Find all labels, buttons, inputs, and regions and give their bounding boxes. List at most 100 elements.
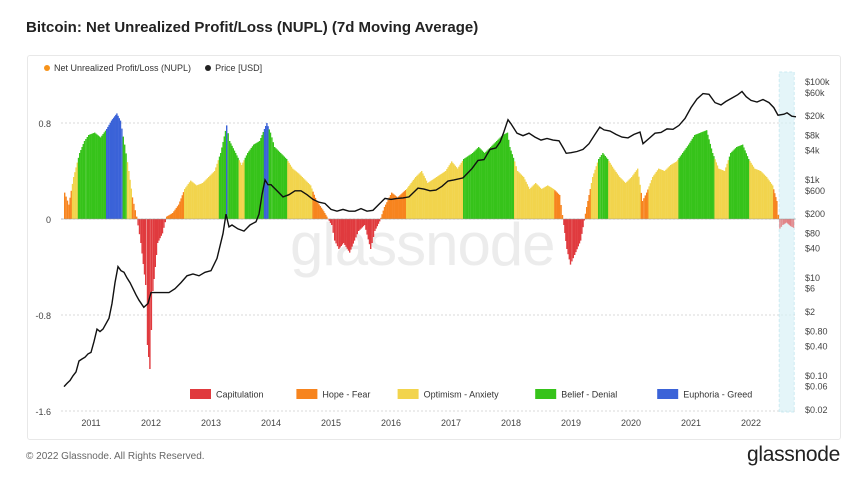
nupl-bar [197, 184, 199, 219]
nupl-bar [245, 155, 248, 219]
zone-legend-item[interactable]: Hope - Fear [296, 389, 370, 400]
nupl-bar [206, 178, 209, 219]
nupl-bar [469, 154, 471, 219]
nupl-bar [319, 206, 321, 219]
nupl-bar [689, 142, 691, 219]
nupl-bar [66, 200, 69, 219]
nupl-bar [727, 160, 729, 219]
nupl-bar [536, 184, 538, 219]
nupl-bar [640, 192, 642, 219]
nupl-bar [215, 167, 217, 219]
nupl-bar [726, 163, 728, 219]
zone-swatch [190, 389, 211, 399]
zone-legend-item[interactable]: Optimism - Anxiety [397, 389, 500, 400]
nupl-bar [602, 153, 604, 219]
nupl-bar [779, 219, 781, 229]
nupl-bar [100, 137, 102, 219]
nupl-bar [340, 219, 342, 246]
x-tick-label: 2018 [501, 418, 521, 428]
nupl-bar [422, 173, 424, 219]
nupl-bar [756, 169, 758, 219]
nupl-bar [338, 219, 340, 249]
nupl-bar [187, 183, 189, 219]
legend-item-price[interactable]: Price [USD] [205, 63, 262, 73]
legend-item-nupl[interactable]: Net Unrealized Profit/Loss (NUPL) [44, 63, 191, 73]
nupl-bar [317, 202, 319, 219]
nupl-bar [200, 183, 203, 219]
y-tick-label-right: $0.80 [805, 327, 828, 337]
nupl-bar [394, 195, 396, 219]
nupl-bar [580, 219, 582, 241]
nupl-bar [716, 165, 719, 219]
nupl-bar [73, 177, 75, 219]
zone-legend-item[interactable]: Euphoria - Greed [657, 389, 752, 400]
nupl-bar [194, 184, 197, 219]
nupl-bar [431, 180, 433, 219]
nupl-bar [532, 185, 534, 219]
nupl-bar [86, 137, 88, 219]
nupl-bar [696, 134, 698, 219]
y-tick-label-right: $1k [805, 175, 820, 185]
zone-legend-item[interactable]: Belief - Denial [535, 389, 617, 400]
nupl-bar [769, 182, 771, 219]
nupl-bar [620, 178, 622, 219]
nupl-bar [680, 154, 683, 219]
nupl-bar [692, 136, 695, 219]
nupl-bar [145, 219, 147, 285]
zone-legend-item[interactable]: Capitulation [190, 389, 264, 400]
nupl-bar [596, 162, 599, 219]
nupl-bar [152, 219, 154, 291]
nupl-bar [616, 173, 618, 219]
nupl-bar [371, 219, 373, 243]
x-tick-label: 2012 [141, 418, 161, 428]
nupl-bar [559, 195, 561, 219]
chart-panel [27, 55, 841, 440]
nupl-bar [209, 175, 211, 219]
nupl-bar [308, 184, 311, 219]
nupl-bar [71, 183, 74, 219]
nupl-bar [763, 174, 765, 219]
nupl-bar [700, 132, 702, 219]
nupl-bar [130, 188, 132, 219]
nupl-bar [423, 175, 425, 219]
nupl-bar [774, 193, 776, 219]
nupl-bar [677, 159, 679, 219]
nupl-bar [719, 169, 721, 219]
nupl-bar [676, 161, 678, 219]
nupl-bar [655, 171, 657, 219]
nupl-bar [666, 168, 668, 219]
x-tick-label: 2013 [201, 418, 221, 428]
nupl-bar [787, 219, 790, 225]
y-tick-label-right: $6 [805, 284, 815, 294]
nupl-bar [65, 196, 67, 219]
nupl-bar [766, 177, 768, 219]
nupl-bar [314, 197, 317, 219]
nupl-bar [109, 122, 111, 219]
price-line [63, 90, 797, 388]
nupl-bar [212, 172, 215, 219]
y-tick-label-right: $0.06 [805, 382, 828, 392]
zone-legend-label: Hope - Fear [322, 390, 370, 400]
nupl-bar [439, 174, 441, 219]
nupl-bar [312, 191, 314, 219]
nupl-bar [142, 219, 144, 264]
nupl-bar [683, 151, 685, 219]
nupl-bar [458, 166, 460, 219]
nupl-bar [407, 187, 409, 219]
nupl-bar [633, 173, 635, 219]
nupl-bar [664, 171, 666, 219]
nupl-bar [347, 219, 350, 251]
nupl-bar [295, 171, 297, 219]
nupl-bar [275, 148, 277, 219]
nupl-bar [704, 130, 707, 219]
nupl-bar [411, 181, 414, 219]
nupl-bar [75, 167, 77, 219]
nupl-bar [691, 138, 693, 219]
nupl-bar [231, 145, 233, 219]
nupl-bar [576, 219, 578, 250]
nupl-bar [250, 147, 252, 219]
zone-swatch [397, 389, 419, 399]
nupl-bar [464, 158, 466, 219]
nupl-bar [361, 219, 363, 228]
nupl-bar [424, 178, 426, 219]
